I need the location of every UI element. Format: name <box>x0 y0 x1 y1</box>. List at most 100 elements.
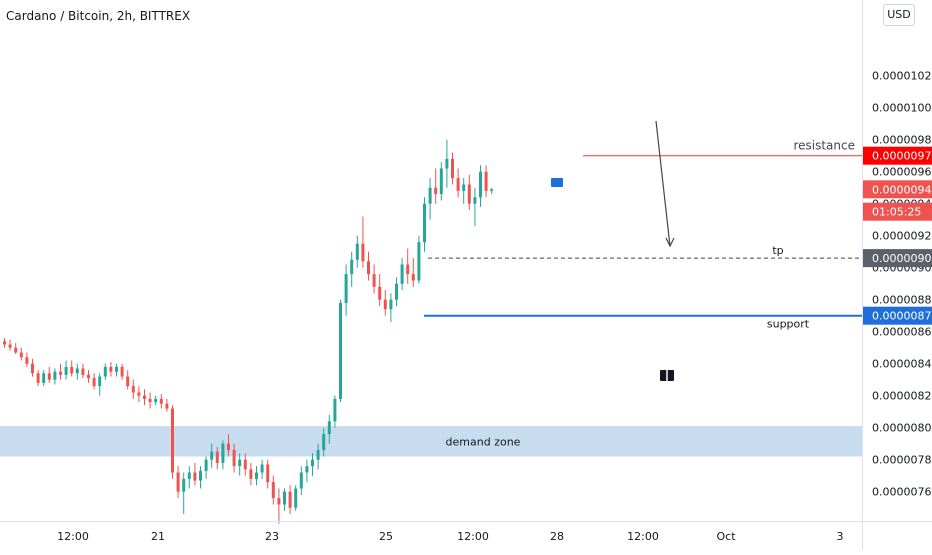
chart-title: Cardano / Bitcoin, 2h, BITTREX <box>6 9 191 23</box>
candle-body <box>232 450 236 467</box>
y-tick-label: 0.00000780 <box>872 454 932 467</box>
candle-body <box>283 491 286 505</box>
candle-body <box>322 434 326 451</box>
candle-body <box>288 491 292 508</box>
candle-body <box>411 274 415 281</box>
candle-body <box>439 168 443 195</box>
candle-body <box>260 464 264 473</box>
candle-body <box>109 366 113 372</box>
y-tick-label: 0.00001000 <box>872 102 932 115</box>
tp-price-label: 0.00000906 <box>872 252 932 265</box>
candle-body <box>25 357 29 364</box>
candle-body <box>249 469 253 479</box>
candle-body <box>53 371 57 380</box>
countdown-label: 01:05:25 <box>872 206 921 219</box>
candle-body <box>143 395 146 399</box>
x-tick-label: 3 <box>837 530 844 543</box>
projection-arrow <box>655 120 671 247</box>
candle-body <box>462 184 466 191</box>
y-tick-label: 0.00000880 <box>872 294 932 307</box>
candle-body <box>210 451 214 460</box>
candle-body <box>131 386 135 393</box>
candle-body <box>355 243 359 260</box>
candle-body <box>406 264 410 275</box>
candle-body <box>456 178 460 191</box>
candle-body <box>31 363 34 374</box>
candle-body <box>8 344 12 348</box>
candle-body <box>255 472 258 479</box>
candle-body <box>59 371 62 375</box>
x-tick-label: 12:00 <box>457 530 489 543</box>
y-tick-label: 0.00000840 <box>872 358 932 371</box>
candle-body <box>333 398 337 422</box>
candle-body <box>19 352 23 358</box>
last-price-label-bg <box>863 180 932 199</box>
candle-body <box>187 472 191 479</box>
candle-body <box>92 378 96 387</box>
candle-body <box>344 274 348 303</box>
candle-body <box>87 374 90 379</box>
candle-body <box>81 368 85 375</box>
candle-body <box>417 242 421 281</box>
resistance-price-label-bg <box>863 146 932 165</box>
candle-body <box>3 341 6 345</box>
candle-body <box>47 373 51 380</box>
candle-body <box>238 459 242 467</box>
support-annotation: support <box>767 318 810 331</box>
candle-body <box>159 398 163 404</box>
demand-zone-annotation: demand zone <box>446 435 521 448</box>
candle-body <box>70 366 74 374</box>
candle-body <box>339 302 342 399</box>
candle-body <box>103 366 107 377</box>
candle-body <box>434 187 438 195</box>
candle-body <box>451 158 454 179</box>
candle-body <box>372 274 376 287</box>
candle-body <box>148 398 152 403</box>
candle-body <box>490 189 494 191</box>
last-price-label: 0.00000949 <box>872 183 932 196</box>
demand-zone-band <box>0 426 862 457</box>
y-tick-label: 0.00000980 <box>872 134 932 147</box>
candle-body <box>294 488 298 508</box>
candle-body <box>154 398 158 403</box>
candle-body <box>176 472 180 492</box>
y-tick-label: 0.00000800 <box>872 422 932 435</box>
tp-price-label-bg <box>863 249 932 268</box>
y-tick-label: 0.00000960 <box>872 166 932 179</box>
candle-body <box>428 187 432 204</box>
candle-body <box>389 299 393 310</box>
x-tick-label: 25 <box>379 530 393 543</box>
candle-body <box>42 373 46 383</box>
candle-body <box>199 470 202 481</box>
candle-body <box>75 368 79 374</box>
resistance-price-label: 0.00000970 <box>872 150 932 163</box>
x-tick-label: 23 <box>265 530 279 543</box>
candle-body <box>120 366 124 377</box>
candle-body <box>400 264 404 284</box>
currency-button[interactable]: USD <box>883 4 915 26</box>
candle-body <box>350 259 354 275</box>
candle-body <box>271 482 275 499</box>
candle-body <box>305 466 309 473</box>
candle-body <box>395 283 398 300</box>
candle-body <box>311 459 314 467</box>
projection-arrow-head <box>665 237 675 248</box>
candle-body <box>243 459 247 470</box>
y-tick-label: 0.00000860 <box>872 326 932 339</box>
support-price-label-bg <box>863 306 932 325</box>
candle-body <box>277 498 281 505</box>
candle-body <box>115 366 118 372</box>
candle-body <box>193 472 197 481</box>
candle-body <box>182 478 186 492</box>
x-tick-label: Oct <box>716 530 736 543</box>
candle-body <box>137 392 141 396</box>
candle-body <box>165 403 169 409</box>
candle-body <box>423 203 426 243</box>
candle-body <box>98 376 102 387</box>
countdown-label-bg <box>863 202 932 221</box>
candle-body <box>327 421 331 435</box>
candle-body <box>204 459 208 471</box>
y-tick-label: 0.00001020 <box>872 70 932 83</box>
